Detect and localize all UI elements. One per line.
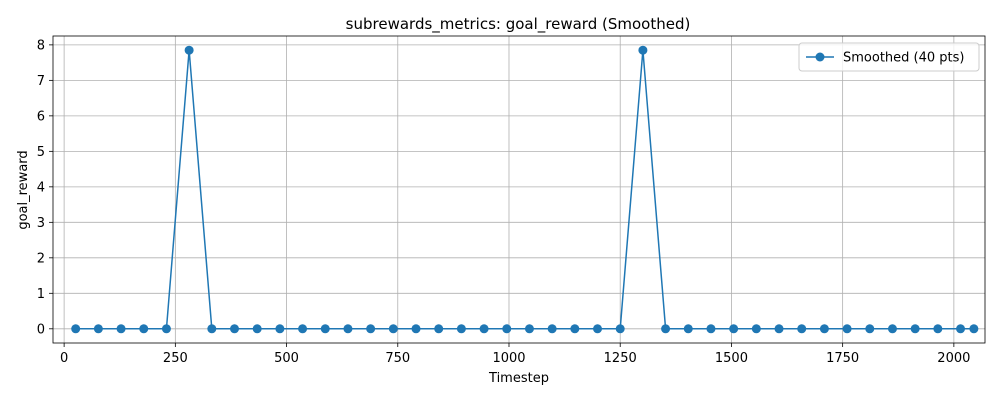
x-axis: 0 250 500 750 1000 1250 1500 1750 2000 xyxy=(60,343,970,366)
y-axis: 0 1 2 3 4 5 6 7 8 xyxy=(37,38,53,337)
data-point xyxy=(139,324,149,334)
data-point xyxy=(93,324,103,334)
data-point xyxy=(320,324,330,334)
y-tick-label: 8 xyxy=(37,38,45,53)
data-point xyxy=(547,324,557,334)
x-tick-label: 500 xyxy=(274,351,299,366)
x-tick-label: 1500 xyxy=(715,351,748,366)
data-point xyxy=(570,324,580,334)
data-point xyxy=(887,324,897,334)
y-axis-label: goal_reward xyxy=(16,150,31,229)
y-tick-label: 3 xyxy=(37,216,45,231)
data-point xyxy=(615,324,625,334)
data-point xyxy=(230,324,240,334)
data-point xyxy=(797,324,807,334)
data-point xyxy=(969,324,979,334)
data-point xyxy=(661,324,671,334)
data-point xyxy=(729,324,739,334)
data-point xyxy=(207,324,217,334)
y-tick-label: 1 xyxy=(37,287,45,302)
legend-box xyxy=(798,42,980,72)
data-point xyxy=(298,324,308,334)
data-point xyxy=(910,324,920,334)
data-point xyxy=(842,324,852,334)
data-point xyxy=(252,324,262,334)
x-tick-label: 250 xyxy=(163,351,188,366)
plot-area-frame xyxy=(52,35,986,344)
data-point xyxy=(524,324,534,334)
data-point xyxy=(479,324,489,334)
data-point xyxy=(956,324,966,334)
x-axis-label: Timestep xyxy=(488,371,549,386)
legend-marker xyxy=(815,52,825,62)
data-point xyxy=(161,324,171,334)
data-point xyxy=(933,324,943,334)
legend: Smoothed (40 pts) xyxy=(798,42,980,72)
x-tick-label: 1750 xyxy=(826,351,859,366)
data-point xyxy=(434,324,444,334)
y-tick-label: 5 xyxy=(37,145,45,160)
data-point xyxy=(502,324,512,334)
data-point xyxy=(593,324,603,334)
x-tick-label: 0 xyxy=(60,351,68,366)
y-tick-label: 7 xyxy=(37,74,45,89)
data-point xyxy=(71,324,81,334)
data-point xyxy=(275,324,285,334)
data-point xyxy=(456,324,466,334)
data-point xyxy=(638,45,648,55)
x-tick-label: 1000 xyxy=(492,351,525,366)
y-tick-label: 2 xyxy=(37,251,45,266)
y-tick-label: 6 xyxy=(37,109,45,124)
y-tick-label: 0 xyxy=(37,322,45,337)
data-point xyxy=(116,324,126,334)
data-point xyxy=(865,324,875,334)
data-point xyxy=(411,324,421,334)
data-point xyxy=(184,45,194,55)
series-group xyxy=(71,45,979,334)
y-tick-label: 4 xyxy=(37,180,45,195)
legend-label: Smoothed (40 pts) xyxy=(843,51,964,66)
data-point xyxy=(706,324,716,334)
data-point xyxy=(751,324,761,334)
data-point xyxy=(774,324,784,334)
x-tick-label: 750 xyxy=(385,351,410,366)
chart-title: subrewards_metrics: goal_reward (Smoothe… xyxy=(346,15,691,34)
data-point xyxy=(366,324,376,334)
data-point xyxy=(343,324,353,334)
data-point xyxy=(388,324,398,334)
data-point xyxy=(819,324,829,334)
data-point xyxy=(683,324,693,334)
x-tick-label: 1250 xyxy=(604,351,637,366)
x-tick-label: 2000 xyxy=(937,351,970,366)
